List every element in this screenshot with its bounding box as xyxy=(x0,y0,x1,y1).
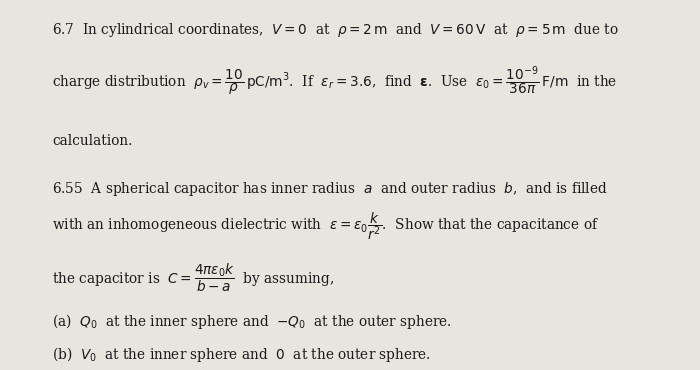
Text: 6.55  A spherical capacitor has inner radius  $a$  and outer radius  $b$,  and i: 6.55 A spherical capacitor has inner rad… xyxy=(52,180,608,198)
Text: calculation.: calculation. xyxy=(52,134,133,148)
Text: the capacitor is  $C = \dfrac{4\pi\epsilon_0 k}{b-a}$  by assuming,: the capacitor is $C = \dfrac{4\pi\epsilo… xyxy=(52,262,335,294)
Text: (a)  $Q_0$  at the inner sphere and  $-Q_0$  at the outer sphere.: (a) $Q_0$ at the inner sphere and $-Q_0$… xyxy=(52,312,452,331)
Text: 6.7  In cylindrical coordinates,  $V = 0$  at  $\rho = 2\,\mathrm{m}$  and  $V =: 6.7 In cylindrical coordinates, $V = 0$ … xyxy=(52,21,620,39)
Text: (b)  $V_0$  at the inner sphere and  $0$  at the outer sphere.: (b) $V_0$ at the inner sphere and $0$ at… xyxy=(52,346,431,364)
Text: with an inhomogeneous dielectric with  $\epsilon = \epsilon_0\dfrac{k}{r^2}$.  S: with an inhomogeneous dielectric with $\… xyxy=(52,211,599,242)
Text: charge distribution  $\rho_v = \dfrac{10}{\rho}\,\mathrm{pC/m^3}$.  If  $\epsilo: charge distribution $\rho_v = \dfrac{10}… xyxy=(52,64,617,98)
